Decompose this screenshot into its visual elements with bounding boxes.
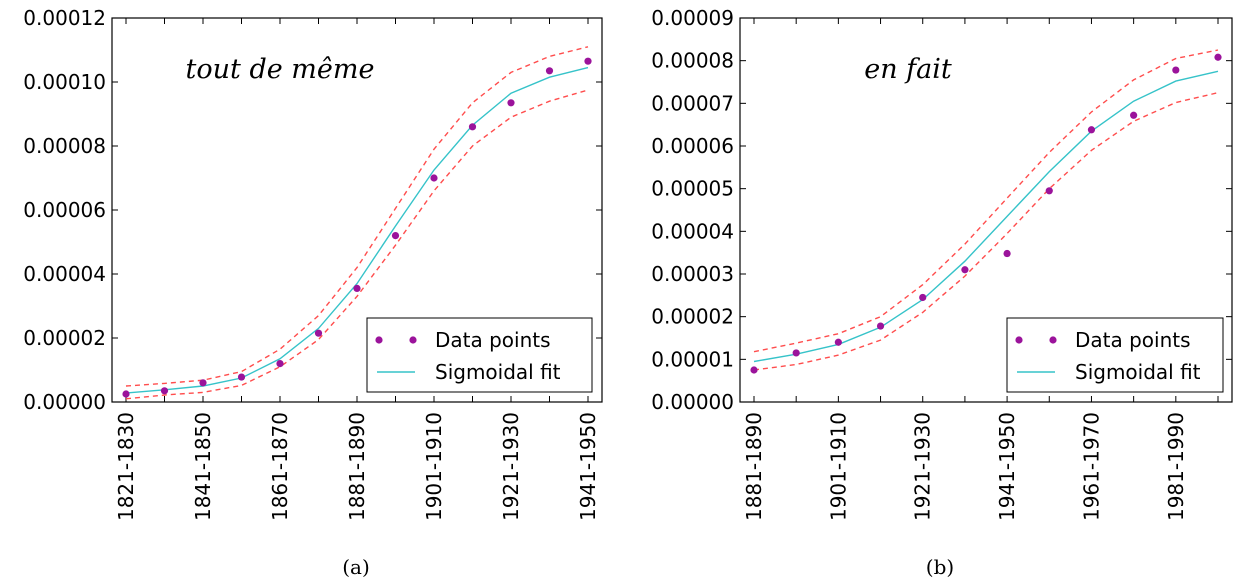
sigmoidal-fit-line — [753, 70, 1219, 363]
y-tick-label: 0.00000 — [23, 390, 106, 414]
y-tick-label: 0.00005 — [651, 177, 734, 201]
data-point — [1214, 53, 1222, 61]
legend-marker-points — [1049, 336, 1057, 344]
data-point — [1172, 66, 1180, 74]
data-point — [391, 232, 400, 240]
panel-label: (b) — [926, 555, 954, 579]
y-tick-label: 0.00002 — [651, 305, 734, 329]
data-point — [468, 123, 477, 131]
y-tick-label: 0.00010 — [23, 70, 106, 94]
data-point — [876, 322, 885, 330]
data-point — [122, 390, 130, 398]
legend-marker-points — [375, 336, 383, 344]
lower-band-line — [125, 89, 589, 400]
annotation: en fait — [864, 54, 952, 85]
data-point — [961, 266, 969, 274]
legend-box — [1006, 317, 1224, 393]
data-point — [160, 387, 169, 395]
data-point — [1045, 187, 1053, 195]
x-tick-label: 1921-1930 — [499, 412, 523, 521]
upper-band-line — [125, 46, 589, 387]
legend-label: Data points — [1075, 328, 1191, 352]
data-point — [750, 366, 758, 374]
x-tick-label: 1881-1890 — [345, 412, 369, 521]
data-point — [1087, 126, 1096, 134]
y-tick-label: 0.00002 — [23, 326, 106, 350]
y-tick-label: 0.00007 — [651, 91, 734, 115]
annotation: tout de même — [186, 54, 375, 85]
data-point — [353, 284, 361, 292]
legend-box — [366, 317, 593, 393]
legend-label: Data points — [435, 328, 551, 352]
data-point — [507, 99, 515, 107]
data-point — [314, 329, 323, 337]
legend-label: Sigmoidal fit — [435, 360, 561, 384]
data-point — [430, 174, 438, 182]
legend: Data points Sigmoidal fit — [1006, 317, 1224, 393]
data-point — [237, 373, 246, 381]
x-tick-label: 1881-1890 — [742, 412, 766, 521]
data-point — [199, 379, 207, 387]
chart-a: 0.00000 0.00002 0.00004 0.00006 0.00008 0.000… — [23, 6, 603, 579]
y-tick-label: 0.00006 — [651, 134, 734, 158]
x-tick-label: 1841-1850 — [191, 412, 215, 521]
y-tick-label: 0.00006 — [23, 198, 106, 222]
y-tick-label: 0.00004 — [23, 262, 106, 286]
y-tick-label: 0.00001 — [651, 347, 734, 371]
x-tick-label: 1901-1910 — [422, 412, 446, 521]
x-tick-label: 1941-1950 — [576, 412, 600, 521]
upper-band-line — [753, 49, 1219, 353]
x-tick-label: 1901-1910 — [826, 412, 850, 521]
y-tick-label: 0.00000 — [651, 390, 734, 414]
x-tick-label: 1981-1990 — [1164, 412, 1188, 521]
x-tick-label: 1961-1970 — [1079, 412, 1103, 521]
x-tick-label: 1921-1930 — [911, 412, 935, 521]
y-tick-label: 0.00008 — [651, 49, 734, 73]
panel-label: (a) — [342, 555, 370, 579]
legend-marker-points — [409, 336, 417, 344]
legend: Data points Sigmoidal fit — [366, 317, 593, 393]
chart-b: 0.00000 0.00001 0.00002 0.00003 0.00004 0.000… — [651, 6, 1233, 579]
y-tick-label: 0.00008 — [23, 134, 106, 158]
legend-marker-points — [1015, 336, 1023, 344]
data-point — [834, 338, 842, 346]
legend-label: Sigmoidal fit — [1075, 360, 1201, 384]
data-point — [1130, 111, 1138, 119]
data-point — [1003, 249, 1011, 258]
x-tick-label: 1941-1950 — [995, 412, 1019, 521]
data-point — [919, 293, 927, 302]
x-tick-label: 1861-1870 — [268, 412, 292, 521]
y-tick-label: 0.00009 — [651, 6, 734, 30]
data-point — [792, 349, 800, 357]
y-tick-label: 0.00012 — [23, 6, 106, 30]
plot-frame — [739, 17, 1233, 403]
data-point — [545, 67, 554, 75]
y-tick-label: 0.00004 — [651, 219, 734, 243]
data-point — [584, 57, 592, 65]
data-point — [276, 360, 284, 368]
y-tick-label: 0.00003 — [651, 262, 734, 286]
x-tick-label: 1821-1830 — [114, 412, 138, 521]
